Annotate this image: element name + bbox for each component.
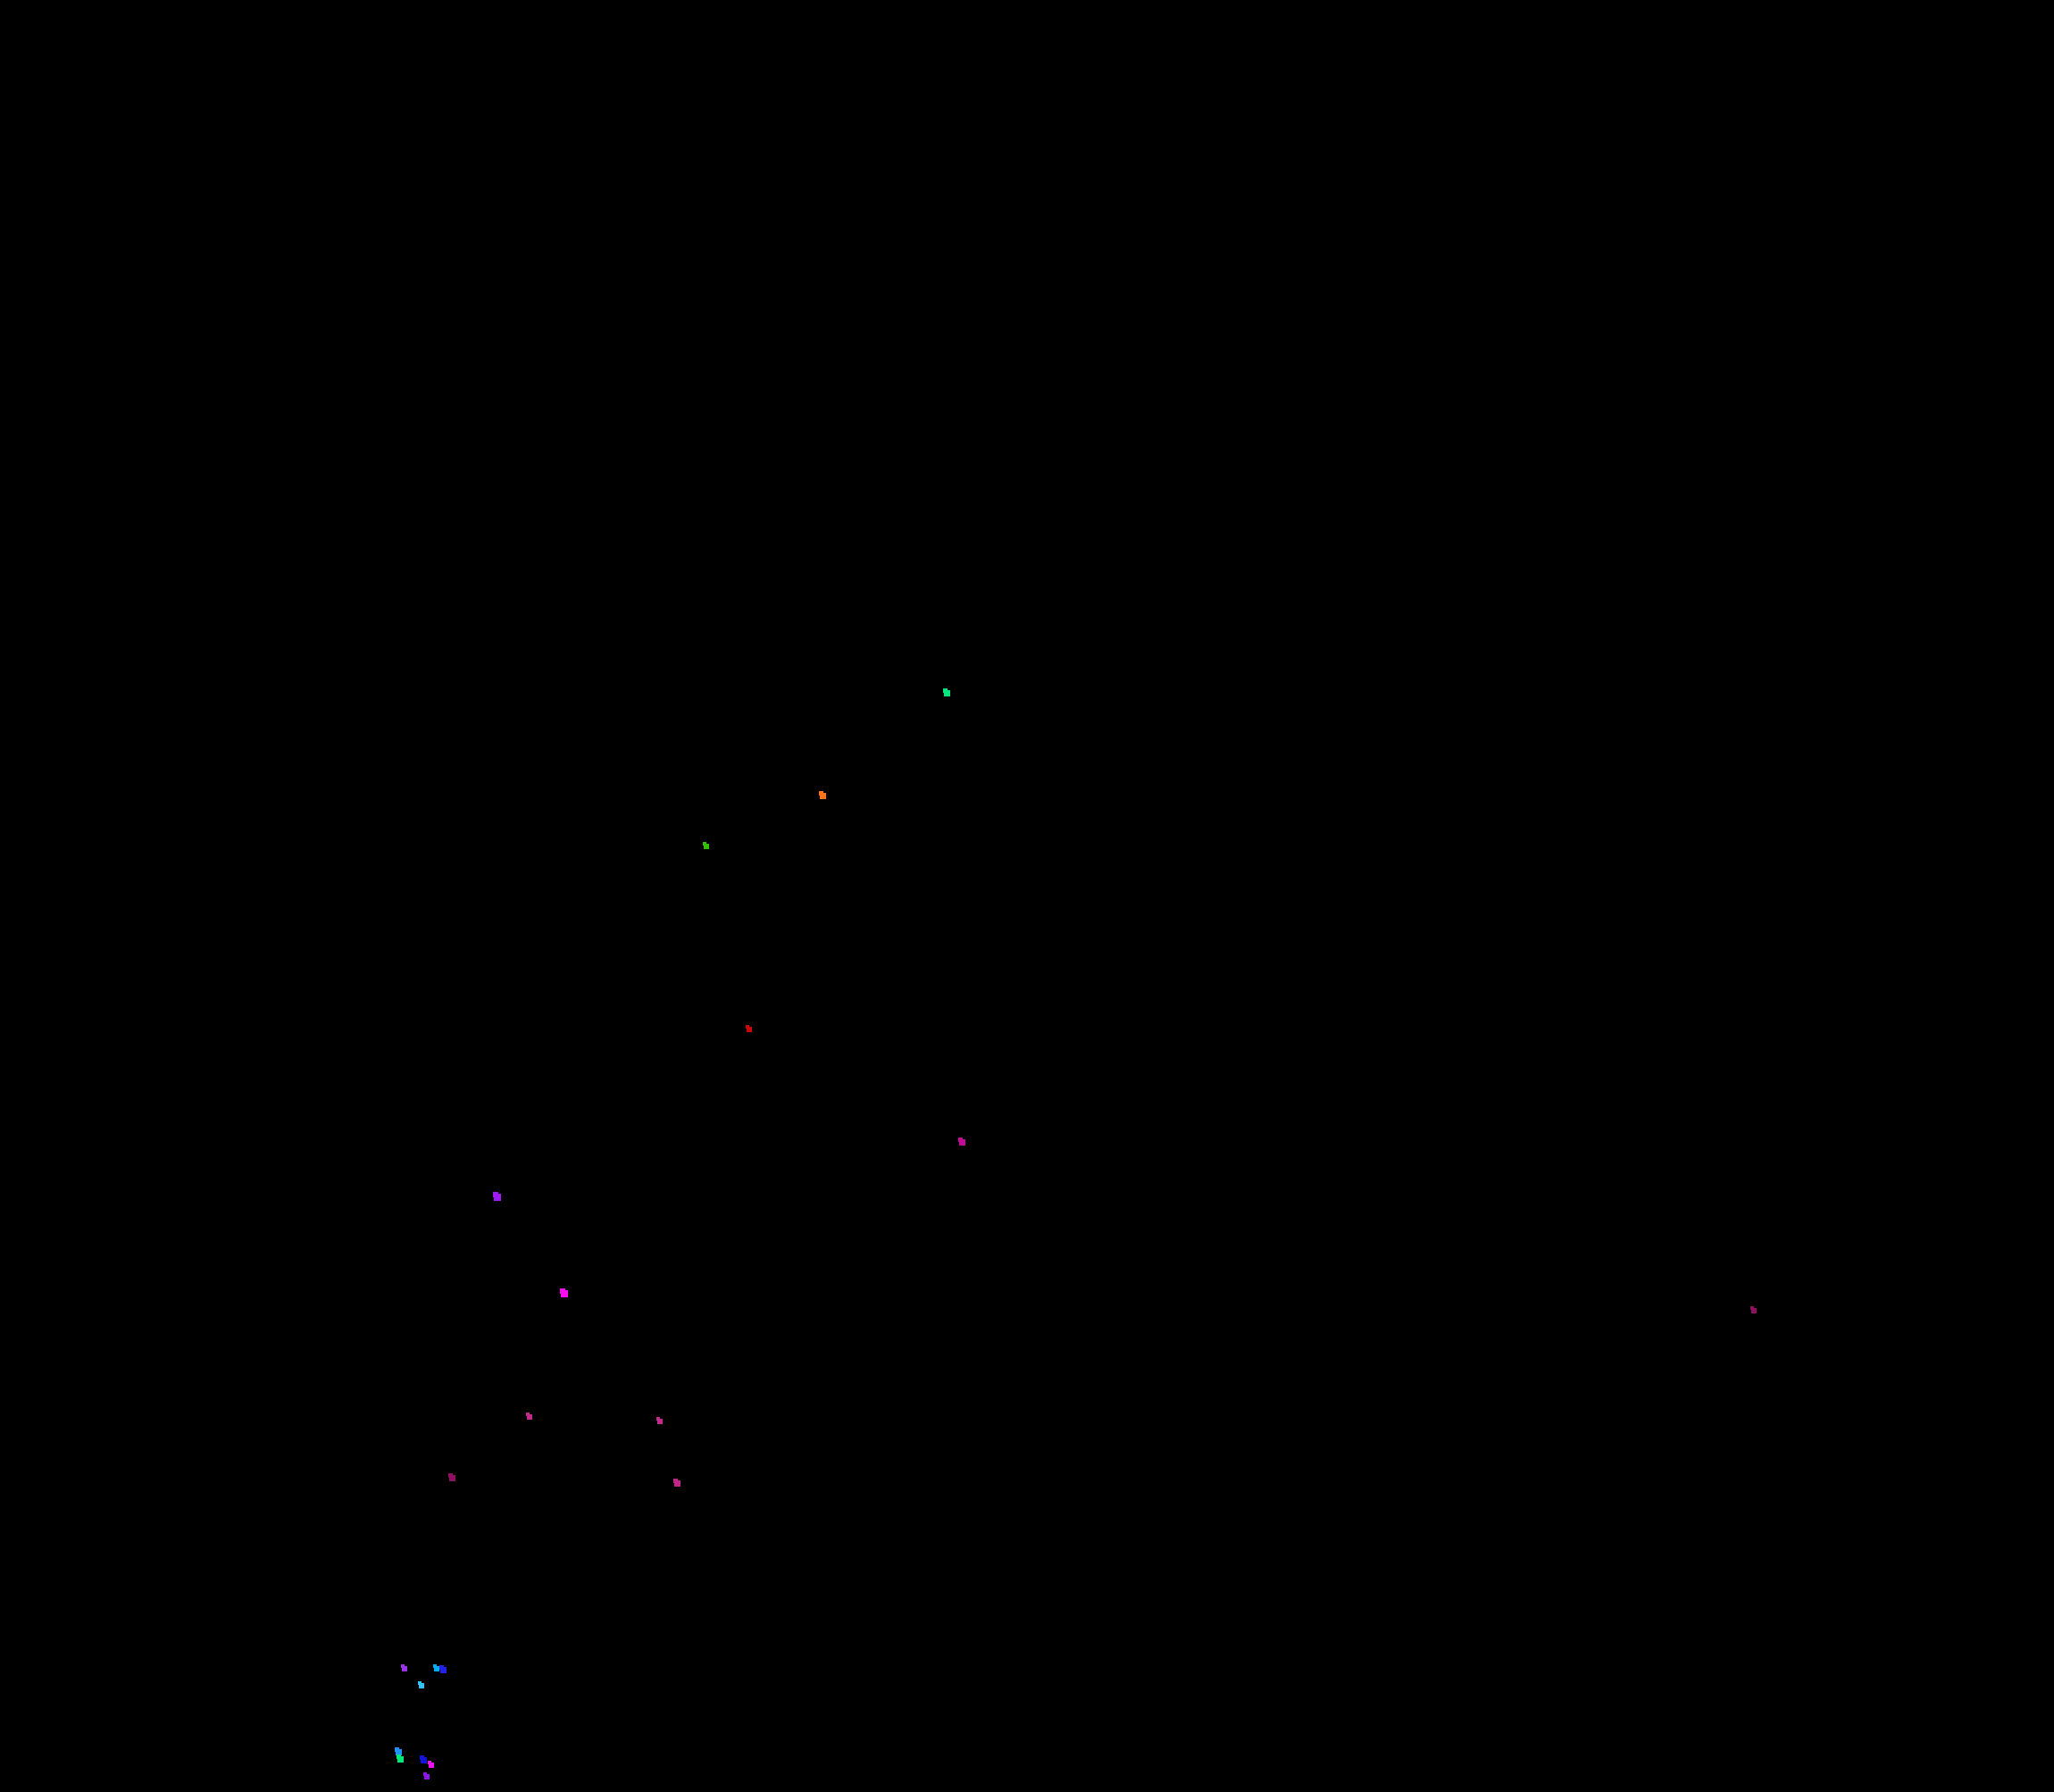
scatter-point bbox=[561, 1290, 568, 1297]
scatter-point bbox=[1751, 1308, 1757, 1313]
scatter-point bbox=[424, 1774, 430, 1779]
scatter-point bbox=[704, 844, 709, 849]
scatter-point bbox=[819, 792, 826, 799]
scatter-point bbox=[439, 1666, 447, 1673]
scatter-point bbox=[434, 1666, 439, 1671]
scatter-point bbox=[419, 1683, 424, 1688]
scatter-point bbox=[395, 1748, 402, 1755]
scatter-point bbox=[494, 1194, 501, 1201]
scatter-point bbox=[420, 1756, 427, 1763]
scatter-point bbox=[527, 1414, 532, 1420]
scatter-point bbox=[397, 1755, 404, 1763]
scatter-point bbox=[429, 1763, 434, 1768]
scatter-point bbox=[943, 689, 950, 696]
scatter-point bbox=[958, 1138, 965, 1146]
scatter-point bbox=[448, 1474, 455, 1481]
scatter-point bbox=[657, 1419, 663, 1424]
scatter-point bbox=[402, 1666, 407, 1671]
scatter-point bbox=[747, 1027, 752, 1032]
scatter-point bbox=[673, 1479, 680, 1487]
